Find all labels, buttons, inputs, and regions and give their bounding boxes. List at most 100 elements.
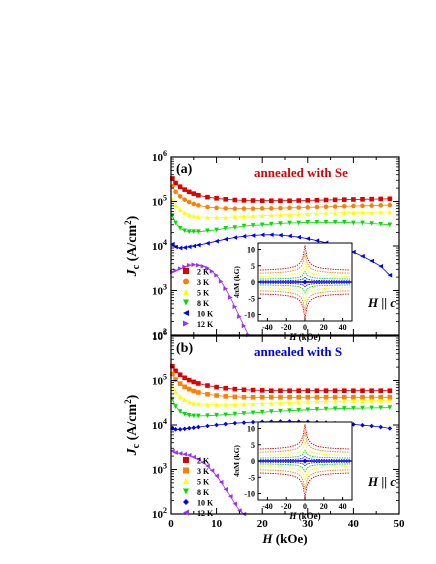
data-point — [360, 197, 365, 202]
legend-label: 2 K — [197, 268, 210, 277]
data-point — [170, 241, 175, 247]
data-point — [369, 423, 374, 429]
data-point — [269, 212, 274, 218]
data-point — [205, 215, 210, 220]
data-point — [214, 473, 219, 479]
data-point — [205, 423, 210, 429]
data-point — [305, 205, 311, 210]
y-tick-label: 106 — [152, 328, 167, 343]
inset-plot: -40 -20 0 20 40 10 5 0 -5 -10 H (kOe) 4πM (kG) — [232, 421, 353, 521]
inset-y-tick-label: -10 — [244, 311, 255, 320]
data-point — [214, 205, 219, 211]
data-point — [182, 384, 187, 390]
data-point — [214, 196, 219, 201]
legend-label: 8 K — [197, 299, 210, 308]
legend-marker — [183, 467, 189, 474]
data-point — [177, 184, 183, 190]
legend-marker — [183, 478, 189, 484]
data-point — [369, 394, 374, 400]
inset-plot: -40 -20 0 20 40 10 5 0 -5 -10 H (kOe) 4πM (kG) — [232, 242, 353, 342]
data-point — [259, 222, 265, 228]
data-point — [232, 304, 238, 310]
data-point — [205, 194, 210, 200]
magnetization-curve — [259, 439, 351, 456]
magnetization-curve — [259, 449, 351, 459]
data-point — [332, 197, 338, 203]
legend-label: 8 K — [197, 488, 210, 497]
data-point — [323, 204, 329, 210]
series-line — [172, 399, 390, 417]
data-point — [378, 394, 384, 400]
data-point — [387, 209, 393, 215]
data-point — [369, 405, 374, 411]
data-point — [387, 272, 393, 278]
data-point — [305, 407, 311, 413]
data-point — [196, 381, 201, 386]
data-point — [177, 245, 183, 251]
inset-x-tick-label: 20 — [320, 502, 328, 511]
legend-marker — [183, 289, 189, 295]
data-point — [296, 234, 301, 240]
inset-x-tick-label: 0 — [303, 502, 307, 511]
data-point — [360, 422, 365, 428]
data-point — [351, 388, 356, 393]
data-point — [269, 400, 274, 406]
legend-label: 3 K — [197, 467, 210, 476]
data-point — [223, 286, 229, 291]
data-point — [186, 212, 192, 218]
legend-marker — [183, 457, 189, 463]
data-point — [205, 463, 210, 469]
data-point — [173, 180, 178, 186]
data-point — [259, 401, 265, 406]
data-point — [259, 409, 265, 415]
data-point — [351, 398, 356, 404]
data-point — [196, 262, 201, 268]
series-3k — [170, 371, 393, 400]
y-tick-label: 103 — [152, 283, 167, 298]
data-point — [232, 501, 238, 507]
data-point — [173, 268, 178, 273]
data-point — [209, 269, 215, 274]
data-point — [186, 377, 192, 383]
data-point — [173, 189, 178, 195]
data-point — [378, 209, 384, 215]
magnetization-curve — [259, 270, 351, 280]
data-point — [351, 249, 356, 255]
data-point — [191, 454, 197, 460]
data-point — [223, 486, 229, 492]
data-point — [369, 221, 374, 226]
data-point — [241, 394, 247, 400]
data-point — [287, 212, 292, 217]
data-point — [314, 220, 320, 225]
data-point — [302, 279, 308, 285]
data-point — [259, 198, 265, 204]
data-point — [232, 235, 238, 240]
annotation-text: annealed with Se — [254, 165, 348, 180]
data-point — [387, 397, 393, 403]
data-point — [305, 211, 311, 217]
series-line — [172, 365, 390, 392]
data-point — [205, 240, 210, 246]
magnetization-curve — [259, 284, 351, 294]
data-point — [250, 410, 256, 416]
data-point — [227, 493, 233, 499]
data-point — [214, 422, 219, 428]
data-point — [323, 210, 329, 216]
inset-x-axis-label: H (kOe) — [288, 332, 320, 342]
data-point — [196, 390, 201, 395]
data-point — [170, 363, 175, 369]
data-point — [314, 394, 320, 400]
data-point — [191, 243, 197, 249]
data-point — [170, 448, 175, 454]
inset-y-tick-label: 0 — [251, 457, 255, 466]
data-point — [214, 238, 219, 244]
data-point — [360, 253, 365, 259]
magnetization-curve — [259, 461, 351, 467]
data-point — [287, 205, 292, 211]
magnetization-curve — [259, 455, 351, 461]
data-point — [186, 399, 192, 405]
legend-label: 12 K — [197, 509, 214, 518]
data-point — [278, 400, 283, 406]
data-point — [287, 408, 292, 413]
